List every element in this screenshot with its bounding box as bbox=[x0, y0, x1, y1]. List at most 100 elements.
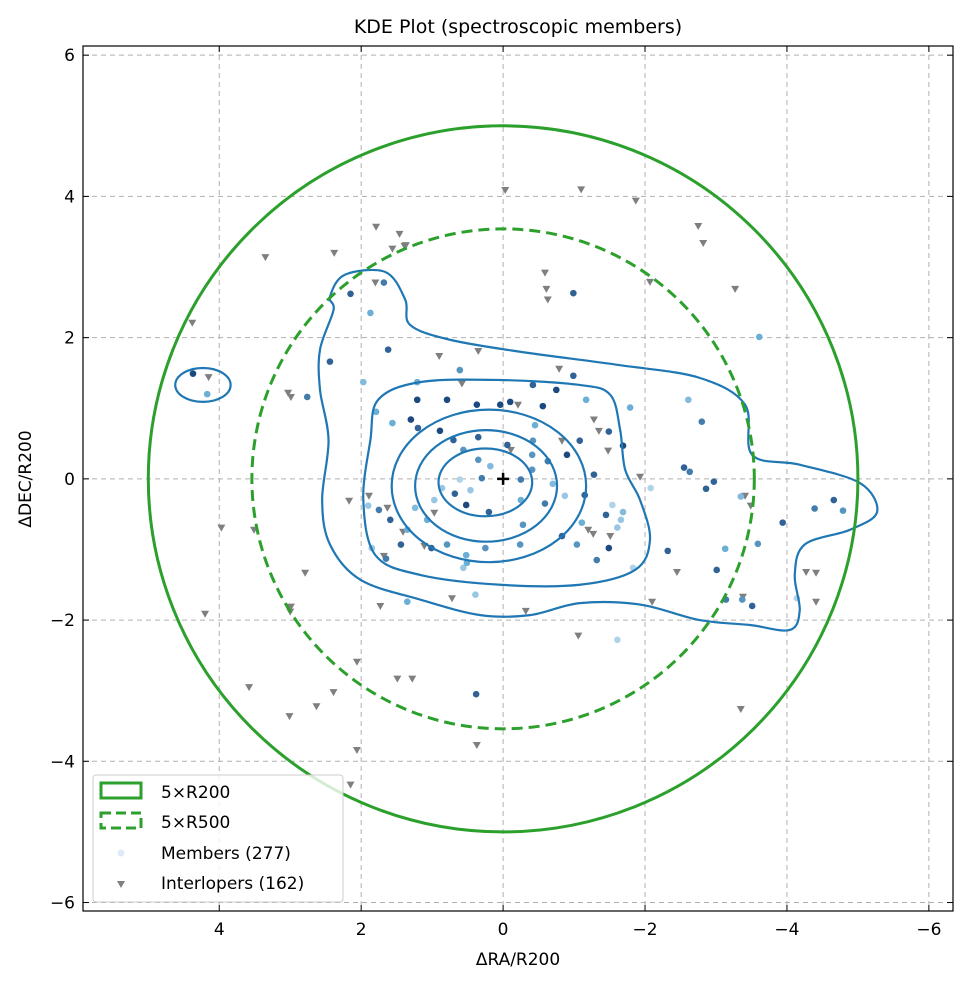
interloper-point bbox=[400, 242, 409, 250]
member-point bbox=[626, 404, 634, 411]
interloper-point bbox=[474, 348, 483, 356]
legend-solid-patch bbox=[99, 781, 143, 800]
member-point bbox=[602, 511, 610, 519]
member-point bbox=[407, 416, 415, 423]
interloper-point bbox=[672, 569, 681, 577]
member-point bbox=[472, 690, 480, 698]
interloper-point bbox=[345, 497, 354, 505]
interloper-point bbox=[364, 492, 373, 500]
member-point bbox=[326, 358, 334, 365]
member-point bbox=[721, 545, 729, 553]
kde-contour bbox=[362, 378, 652, 588]
member-point bbox=[576, 437, 584, 445]
plot-area bbox=[146, 124, 879, 834]
member-point bbox=[541, 500, 549, 507]
interloper-point bbox=[286, 393, 295, 401]
interloper-point bbox=[501, 187, 510, 195]
member-point bbox=[582, 396, 590, 404]
interloper-point bbox=[699, 240, 708, 248]
member-point bbox=[748, 602, 756, 610]
member-point bbox=[617, 516, 625, 524]
member-point bbox=[839, 507, 847, 514]
interloper-point bbox=[514, 401, 522, 409]
member-point bbox=[450, 436, 457, 444]
member-point bbox=[386, 516, 394, 524]
interloper-point bbox=[376, 602, 385, 610]
interloper-point bbox=[430, 509, 439, 517]
member-point bbox=[462, 551, 470, 559]
member-point bbox=[702, 485, 710, 493]
member-point bbox=[698, 418, 706, 425]
member-point bbox=[397, 541, 405, 548]
r500-circle bbox=[250, 227, 756, 731]
y-tick-label: 6 bbox=[64, 46, 75, 66]
legend-dashed-patch bbox=[99, 811, 143, 830]
member-point bbox=[686, 468, 694, 476]
member-point bbox=[473, 401, 481, 409]
y-tick-label: −2 bbox=[50, 611, 75, 631]
member-point bbox=[430, 496, 438, 504]
member-point bbox=[614, 524, 621, 531]
legend-label-r200: 5×R200 bbox=[161, 783, 230, 803]
interloper-point bbox=[435, 352, 444, 360]
interloper-point bbox=[352, 747, 361, 755]
member-point bbox=[516, 541, 524, 548]
y-tick-label: 0 bbox=[64, 470, 75, 490]
axis-ticks: 4 2 0 −2 −4 −6 −6 −4 −2 0 2 4 6 bbox=[50, 46, 953, 940]
member-point bbox=[531, 421, 539, 429]
member-point bbox=[529, 381, 537, 389]
x-tick-label: 4 bbox=[214, 920, 225, 940]
y-axis-label: ΔDEC/R200 bbox=[16, 430, 36, 527]
kde-contour bbox=[437, 447, 534, 518]
interloper-point bbox=[694, 223, 703, 231]
y-tick-label: 4 bbox=[64, 187, 75, 207]
member-point bbox=[467, 486, 474, 494]
x-axis-label: ΔRA/R200 bbox=[476, 950, 560, 970]
member-point bbox=[830, 496, 838, 504]
interloper-point bbox=[577, 186, 586, 194]
member-point bbox=[710, 478, 718, 485]
member-point bbox=[478, 474, 486, 482]
interloper-point bbox=[736, 706, 745, 714]
member-point bbox=[578, 519, 586, 526]
member-point bbox=[403, 598, 411, 606]
member-point bbox=[605, 428, 613, 435]
member-point bbox=[811, 505, 818, 512]
interloper-point bbox=[408, 675, 417, 683]
interloper-point bbox=[457, 380, 466, 388]
member-point bbox=[389, 419, 396, 427]
member-point bbox=[563, 451, 571, 459]
member-point bbox=[384, 346, 392, 353]
member-point bbox=[303, 393, 311, 401]
member-point bbox=[380, 279, 388, 286]
interloper-point bbox=[395, 230, 404, 238]
member-point bbox=[382, 555, 390, 562]
member-point bbox=[506, 398, 514, 406]
x-tick-label: −4 bbox=[774, 920, 799, 940]
member-point bbox=[436, 427, 444, 435]
member-point bbox=[779, 519, 786, 526]
member-point bbox=[754, 540, 762, 548]
member-point bbox=[203, 390, 211, 398]
member-point bbox=[570, 289, 577, 297]
member-point bbox=[496, 401, 504, 409]
member-point bbox=[539, 402, 547, 410]
member-point bbox=[553, 386, 560, 394]
interloper-point bbox=[388, 245, 397, 253]
interloper-point bbox=[301, 569, 310, 577]
member-point bbox=[414, 424, 422, 432]
interloper-point bbox=[371, 279, 380, 287]
member-point bbox=[360, 378, 367, 386]
interloper-point bbox=[812, 569, 821, 577]
member-point bbox=[482, 544, 489, 552]
member-point bbox=[528, 451, 536, 459]
interloper-point bbox=[261, 254, 270, 262]
member-point bbox=[411, 504, 419, 512]
interloper-point bbox=[574, 632, 583, 640]
member-point bbox=[517, 476, 525, 483]
interloper-point bbox=[540, 269, 549, 277]
member-point bbox=[647, 484, 654, 492]
interloper-point bbox=[555, 365, 564, 373]
member-point bbox=[472, 591, 479, 598]
